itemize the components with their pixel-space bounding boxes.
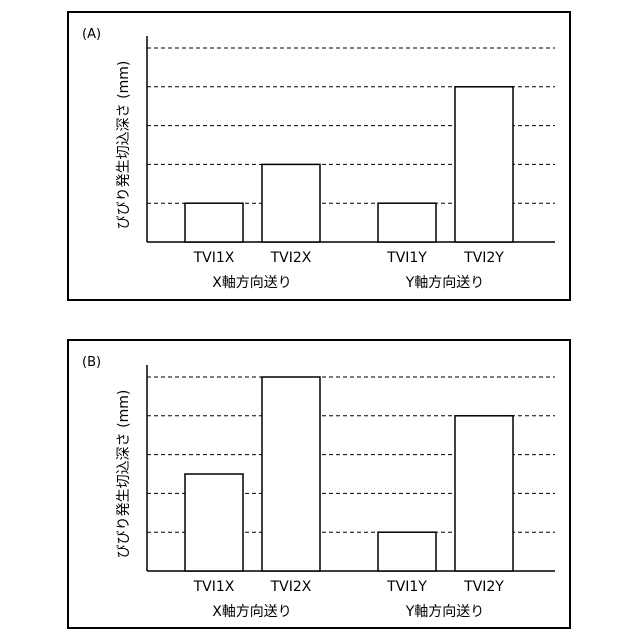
- x-tick-label: TVI2Y: [463, 579, 504, 595]
- y-axis-label: びびり発生切込深さ (mm): [116, 61, 132, 230]
- bar-tvi2x: [262, 164, 320, 242]
- bar-tvi2y: [455, 416, 513, 571]
- bar-tvi1y: [378, 532, 436, 571]
- x-tick-label: TVI1X: [193, 579, 235, 595]
- group-label: X軸方向送り: [212, 604, 292, 620]
- x-tick-label: TVI1Y: [386, 250, 427, 266]
- panel-label: (A): [82, 27, 101, 42]
- x-tick-label: TVI1Y: [386, 579, 427, 595]
- panel-label: (B): [82, 355, 101, 370]
- y-axis-label: びびり発生切込深さ (mm): [116, 390, 132, 559]
- group-label: Y軸方向送り: [405, 604, 485, 620]
- x-tick-label: TVI1X: [193, 250, 235, 266]
- group-label: X軸方向送り: [212, 275, 292, 291]
- group-label: Y軸方向送り: [405, 275, 485, 291]
- bar-tvi2x: [262, 377, 320, 571]
- x-tick-label: TVI2X: [270, 250, 312, 266]
- bar-tvi1y: [378, 203, 436, 242]
- bar-tvi2y: [455, 87, 513, 242]
- bar-tvi1x: [185, 474, 243, 571]
- chart-panel-b: (B) TVI1X TVI2X TVI1Y TVI2Y X軸方向送り Y軸方向送り びびり発生…: [68, 340, 570, 628]
- x-tick-label: TVI2Y: [463, 250, 504, 266]
- chart-panel-a: (A) TVI1X TVI2X TVI1Y TVI2Y X軸方向送り Y軸方向送り びびり発生…: [68, 12, 570, 300]
- bar-tvi1x: [185, 203, 243, 242]
- x-tick-label: TVI2X: [270, 579, 312, 595]
